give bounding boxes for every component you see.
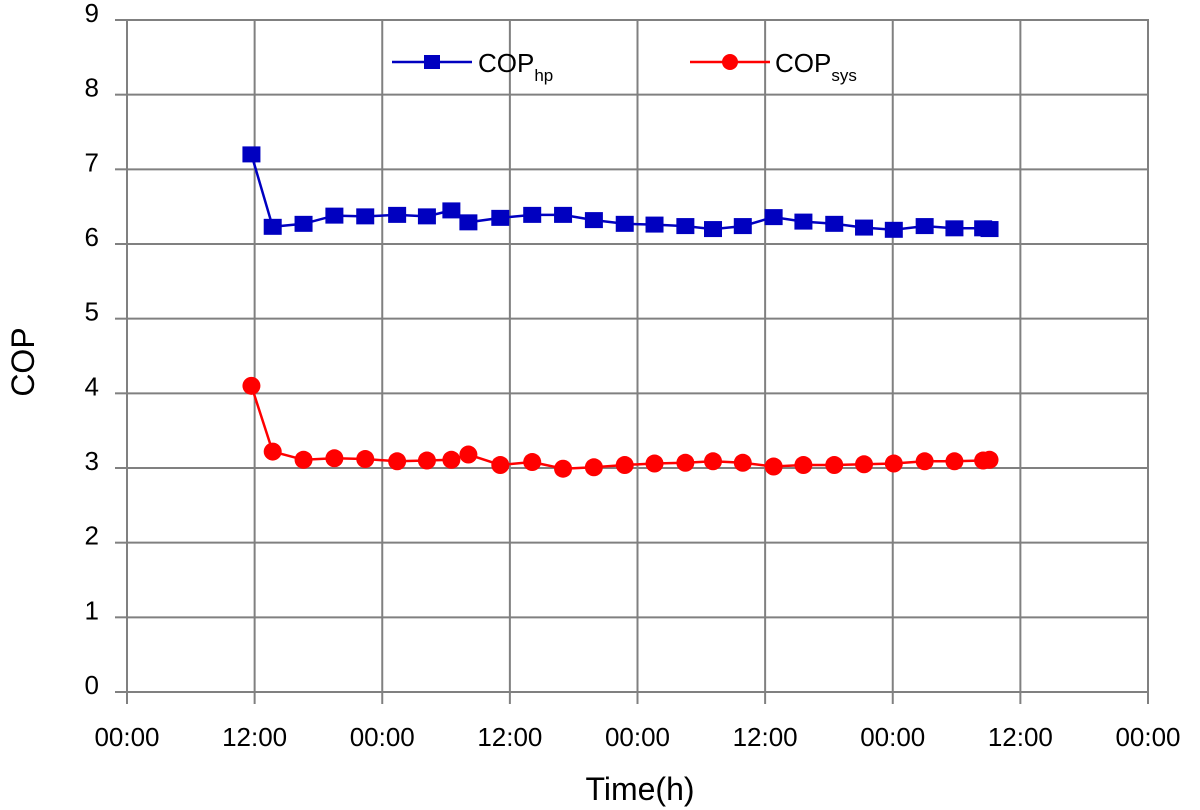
data-point-sys [523,453,542,472]
data-point-sys [855,455,874,474]
legend-item-hp: COPhp [392,48,553,85]
data-point-hp [615,215,634,232]
series-sys [242,376,999,478]
data-point-sys [980,450,999,469]
data-point-hp [417,208,436,225]
x-tick-label: 00:00 [94,722,159,752]
data-point-hp [584,212,603,229]
data-point-sys [645,454,664,473]
data-point-sys [554,459,573,478]
legend-marker [722,54,738,70]
y-tick-label: 9 [85,0,99,28]
data-point-hp [491,209,510,226]
data-point-sys [884,454,903,473]
data-point-hp [945,220,964,237]
data-point-sys [491,456,510,475]
data-point-sys [915,452,934,471]
data-point-sys [325,449,344,468]
data-point-hp [325,207,344,224]
axes: 0 1 2 3 4 5 6 7 8 9 00:00 12:00 00:00 12:00 00:00 12:00… [85,0,1181,752]
data-point-sys [945,452,964,471]
y-tick-label: 0 [85,670,99,700]
y-axis-title: COP [5,327,41,396]
y-tick-label: 7 [85,147,99,177]
data-point-hp [263,218,282,235]
data-point-hp [733,218,752,235]
data-point-sys [704,452,723,471]
x-tick-label: 12:00 [477,722,542,752]
data-point-sys [676,453,695,472]
data-point-hp [294,215,313,232]
x-axis-title: Time(h) [585,771,694,807]
data-point-hp [676,218,695,235]
data-point-hp [884,221,903,238]
data-point-hp [855,219,874,236]
data-point-sys [459,445,478,464]
x-tick-label: 12:00 [733,722,798,752]
data-point-sys [764,457,783,476]
data-point-sys [794,456,813,475]
data-point-hp [442,202,461,219]
data-point-sys [388,452,407,471]
legend-item-sys: COPsys [690,48,857,85]
y-tick-label: 8 [85,73,99,103]
data-point-sys [825,456,844,475]
data-point-sys [263,442,282,461]
data-point-hp [459,214,478,231]
y-tick-label: 3 [85,446,99,476]
data-point-hp [704,221,723,238]
data-point-hp [915,218,934,235]
data-point-sys [733,453,752,472]
data-point-sys [356,450,375,469]
x-tick-label: 00:00 [350,722,415,752]
data-point-hp [764,209,783,226]
y-tick-label: 1 [85,595,99,625]
y-tick-label: 6 [85,222,99,252]
data-point-hp [554,206,573,223]
x-tick-label: 12:00 [988,722,1053,752]
x-tick-label: 00:00 [605,722,670,752]
legend-label-main: COP [775,48,831,78]
data-point-hp [356,208,375,225]
legend-label-subscript: hp [534,66,553,85]
grid [127,20,1148,692]
data-point-hp [825,215,844,232]
legend-label: COPhp [478,48,553,85]
series [242,146,999,478]
data-point-sys [584,458,603,477]
x-tick-label: 12:00 [222,722,287,752]
data-point-hp [980,221,999,238]
y-tick-label: 4 [85,371,99,401]
legend: COPhp COPsys [392,48,857,85]
legend-label-main: COP [478,48,534,78]
y-tick-label: 2 [85,521,99,551]
data-point-sys [442,450,461,469]
series-hp [242,146,999,238]
data-point-sys [417,451,436,470]
x-tick-label: 00:00 [1115,722,1180,752]
data-point-sys [294,450,313,469]
data-point-hp [794,213,813,230]
data-point-sys [615,456,634,475]
data-point-hp [388,206,407,223]
data-point-sys [242,376,261,395]
legend-marker [424,55,440,69]
y-tick-label: 5 [85,297,99,327]
data-point-hp [242,146,261,163]
x-tick-label: 00:00 [860,722,925,752]
data-point-hp [645,216,664,233]
legend-label: COPsys [775,48,857,85]
legend-label-subscript: sys [831,66,857,85]
data-point-hp [523,206,542,223]
